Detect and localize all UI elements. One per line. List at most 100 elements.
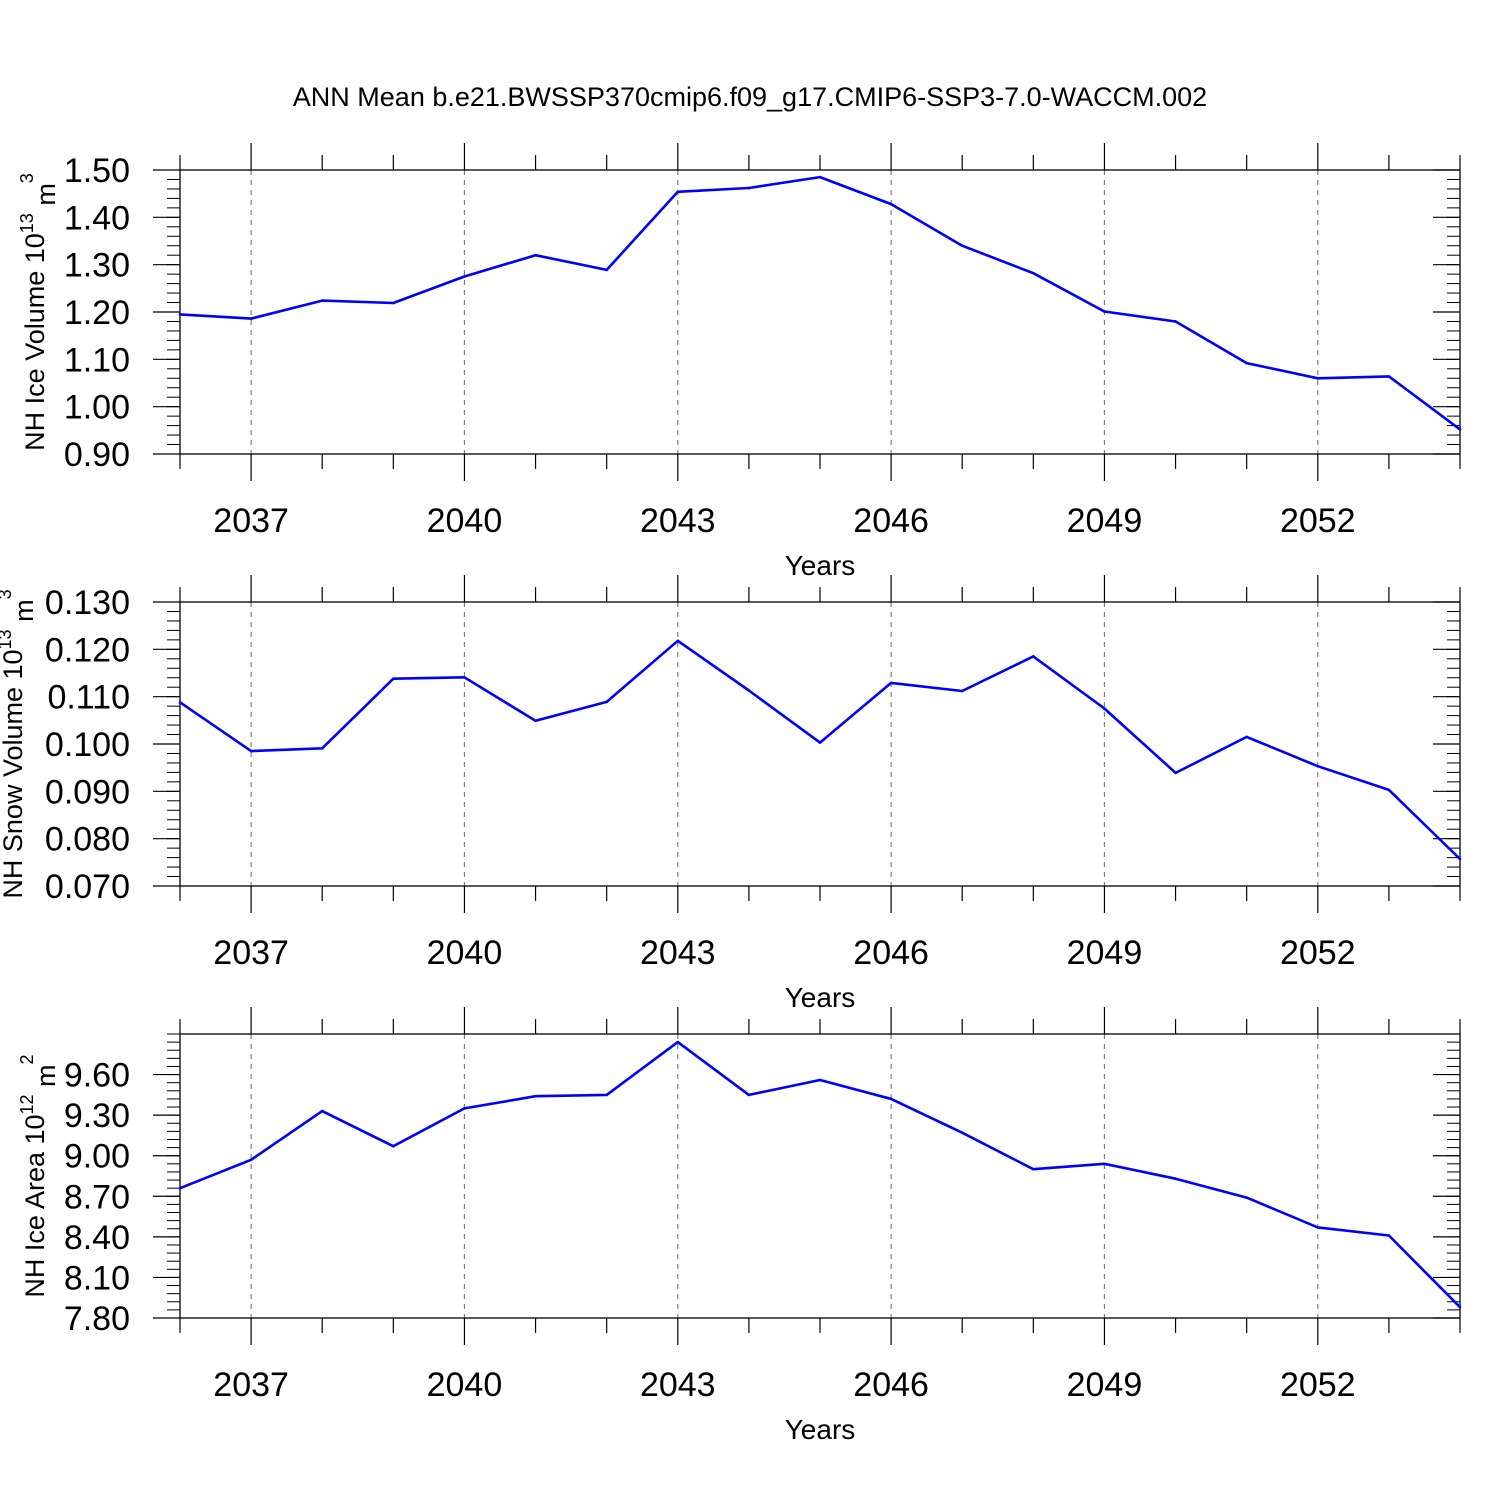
- y-axis-label: NH Snow Volume 1013 m3: [0, 589, 39, 898]
- data-point: [463, 675, 466, 679]
- y-tick-label: 1.00: [64, 389, 130, 427]
- data-point: [818, 741, 822, 744]
- data-point: [534, 1094, 537, 1098]
- x-tick-label: 2040: [427, 1366, 503, 1404]
- data-point: [1387, 375, 1391, 378]
- x-axis-label: Years: [785, 1414, 856, 1445]
- x-axis-label: Years: [785, 982, 856, 1013]
- plot-frame: [179, 1033, 1461, 1319]
- data-point: [747, 689, 751, 692]
- data-point: [1103, 1162, 1106, 1166]
- data-point: [249, 317, 253, 320]
- data-point: [818, 1078, 822, 1082]
- x-tick-label: 2049: [1067, 1366, 1143, 1404]
- x-tick-label: 2037: [213, 502, 289, 540]
- x-tick-label: 2040: [427, 934, 503, 972]
- x-tick-label: 2052: [1280, 502, 1356, 540]
- y-tick-label: 0.120: [45, 631, 130, 669]
- series-line: [179, 175, 1461, 431]
- y-axis-label-part: m: [31, 1064, 61, 1094]
- y-axis-label-part: m: [31, 183, 61, 213]
- data-point: [1387, 788, 1391, 792]
- data-point: [1174, 1177, 1177, 1181]
- data-point: [1387, 1234, 1391, 1237]
- x-tick-label: 2043: [640, 934, 716, 972]
- data-point: [249, 1158, 253, 1162]
- y-axis-label-part: 13: [17, 213, 37, 233]
- data-point: [818, 175, 822, 179]
- plot-frame: [179, 601, 1461, 887]
- y-tick-label: 1.40: [64, 199, 130, 237]
- data-point: [392, 301, 395, 305]
- panel-2: 2037 2040 2043 2046 2049 2052 Years 0.070 0.080 0…: [0, 575, 1462, 1013]
- data-point: [1174, 771, 1177, 775]
- y-axis-label-part: m: [9, 599, 39, 629]
- y-tick-label: 0.110: [47, 679, 130, 717]
- y-tick-label: 1.10: [64, 341, 130, 379]
- data-point: [534, 253, 537, 257]
- y-axis-label-part: NH Ice Area 10: [20, 1114, 50, 1297]
- figure-title: ANN Mean b.e21.BWSSP370cmip6.f09_g17.CMI…: [293, 82, 1207, 112]
- data-point: [889, 681, 893, 685]
- y-axis-label-part: 3: [17, 173, 37, 183]
- y-tick-label: 1.50: [64, 152, 130, 190]
- panels: 2037 2040 2043 2046 2049 2052 Years 0.90 1.00 1.1…: [0, 143, 1462, 1445]
- x-tick-label: 2049: [1067, 934, 1143, 972]
- data-point: [676, 1040, 680, 1044]
- y-tick-label: 8.10: [64, 1259, 130, 1297]
- data-point: [463, 1107, 466, 1110]
- data-point: [178, 313, 182, 316]
- data-point: [1316, 376, 1320, 380]
- data-point: [320, 746, 324, 750]
- data-point: [747, 186, 751, 190]
- data-point: [1245, 361, 1248, 365]
- data-point: [960, 689, 964, 693]
- x-tick-label: 2043: [640, 1366, 716, 1404]
- x-axis-label: Years: [785, 550, 856, 581]
- x-tick-label: 2046: [853, 934, 929, 972]
- data-point: [1458, 857, 1462, 861]
- x-tick-label: 2052: [1280, 934, 1356, 972]
- y-tick-label: 0.90: [64, 436, 130, 474]
- data-point: [1032, 1167, 1035, 1171]
- data-point: [676, 639, 680, 643]
- x-tick-label: 2040: [427, 502, 503, 540]
- y-tick-label: 0.090: [45, 773, 130, 811]
- data-point: [1316, 764, 1320, 768]
- y-tick-label: 9.00: [64, 1138, 130, 1176]
- data-point: [463, 275, 466, 278]
- x-tick-label: 2037: [213, 1366, 289, 1404]
- x-tick-label: 2037: [213, 934, 289, 972]
- data-point: [1245, 1196, 1248, 1199]
- y-tick-label: 8.70: [64, 1178, 130, 1216]
- panel-1: 2037 2040 2043 2046 2049 2052 Years 0.90 1.00 1.1…: [17, 143, 1462, 581]
- data-point: [1245, 735, 1248, 739]
- y-tick-label: 0.070: [45, 868, 130, 906]
- y-tick-label: 0.080: [45, 821, 130, 859]
- data-point: [1458, 1305, 1462, 1309]
- data-point: [1032, 271, 1035, 275]
- data-point: [320, 1109, 324, 1113]
- x-tick-label: 2043: [640, 502, 716, 540]
- data-point: [249, 749, 253, 753]
- series-line: [179, 1040, 1461, 1309]
- data-point: [1316, 1226, 1320, 1229]
- y-axis-label-part: 13: [0, 629, 15, 649]
- data-point: [1174, 320, 1177, 323]
- data-point: [605, 1093, 608, 1097]
- y-tick-label: 8.40: [64, 1219, 130, 1257]
- y-axis-label-part: 12: [17, 1094, 37, 1114]
- data-point: [534, 719, 537, 723]
- data-point: [676, 190, 680, 194]
- y-axis-label-part: NH Snow Volume 10: [0, 649, 28, 898]
- data-point: [605, 268, 608, 272]
- data-point: [178, 701, 182, 704]
- plot-frame: [179, 169, 1461, 455]
- data-point: [889, 1097, 893, 1101]
- data-point: [392, 677, 395, 680]
- y-axis-label-part: 2: [17, 1054, 37, 1064]
- y-tick-label: 1.30: [64, 247, 130, 285]
- data-point: [1103, 707, 1106, 710]
- y-tick-label: 7.80: [64, 1300, 130, 1338]
